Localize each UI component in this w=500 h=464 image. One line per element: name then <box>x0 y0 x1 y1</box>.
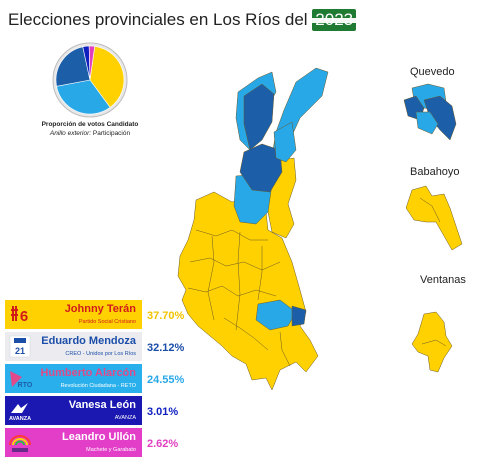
rc-5-logo-icon: RTO <box>10 371 32 389</box>
inset-ventanas-map <box>411 311 453 373</box>
candidate-name: Leandro Ullón <box>62 431 136 443</box>
candidate-party: Machete y Garabato <box>86 447 136 453</box>
province-map <box>177 67 329 391</box>
candidate-percent-ullon: 2.62% <box>147 438 179 450</box>
candidate-card-alarcon: RTO Humberto Alarcón Revolución Ciudadan… <box>5 364 142 393</box>
pie-slice-mendoza <box>56 79 111 115</box>
candidate-name: Johnny Terán <box>64 303 136 315</box>
creo-21-logo-icon: 21 <box>9 335 31 358</box>
candidate-percent-alarcon: 24.55% <box>147 374 185 386</box>
candidate-card-mendoza: 21 Eduardo Mendoza CREO - Unidos por Los… <box>5 332 142 361</box>
avanza-logo-icon: AVANZA <box>9 403 31 422</box>
map-region-mocache <box>273 121 297 163</box>
candidate-party: Partido Social Cristiano <box>78 319 136 325</box>
candidate-card-ullon: Leandro Ullón Machete y Garabato <box>5 428 142 457</box>
year-badge: 2023 <box>312 9 357 31</box>
map-region-buena-fe <box>243 83 275 151</box>
svg-text:6: 6 <box>20 308 28 325</box>
candidate-name: Eduardo Mendoza <box>41 335 136 347</box>
map-region-ventanas-east <box>291 305 307 327</box>
svg-text:AVANZA: AVANZA <box>9 416 31 422</box>
candidate-party: CREO - Unidos por Los Ríos <box>65 351 136 357</box>
map-region-south <box>177 191 319 391</box>
inset-label-ventanas: Ventanas <box>420 274 466 286</box>
candidate-party: Revolución Ciudadana - RETO <box>60 383 136 389</box>
candidate-percent-leon: 3.01% <box>147 406 179 418</box>
pie-slice-teran <box>89 45 125 108</box>
inset-babahoyo-map <box>405 185 463 251</box>
svg-text:RTO: RTO <box>18 382 32 389</box>
candidate-card-leon: AVANZA Vanesa León AVANZA <box>5 396 142 425</box>
svg-text:21: 21 <box>15 346 25 356</box>
candidate-card-teran: 6 Johnny Terán Partido Social Cristiano <box>5 300 142 329</box>
rainbow-logo-icon <box>9 435 31 452</box>
vote-share-pie <box>52 42 128 118</box>
inset-quevedo-map <box>403 83 457 141</box>
map-region-quevedo <box>239 143 283 193</box>
inset-label-babahoyo: Babahoyo <box>410 166 460 178</box>
candidate-party: AVANZA <box>114 415 136 421</box>
pie-caption: Proporción de votos Candidato Anillo ext… <box>41 121 139 137</box>
inset-label-quevedo: Quevedo <box>410 66 455 78</box>
map-region-ventanas <box>255 299 297 331</box>
pie-slice-alarcon <box>55 46 91 87</box>
candidate-percent-teran: 37.70% <box>147 310 185 322</box>
candidate-name: Vanesa León <box>68 399 136 411</box>
candidate-percent-mendoza: 32.12% <box>147 342 185 354</box>
page-title: Elecciones provinciales en Los Ríos del … <box>8 9 357 31</box>
pie-slice-ullon <box>88 45 96 81</box>
candidate-name: Humberto Alarcón <box>40 367 136 379</box>
map-parish-borders <box>187 229 291 367</box>
list-6-logo-icon: 6 <box>8 303 32 326</box>
